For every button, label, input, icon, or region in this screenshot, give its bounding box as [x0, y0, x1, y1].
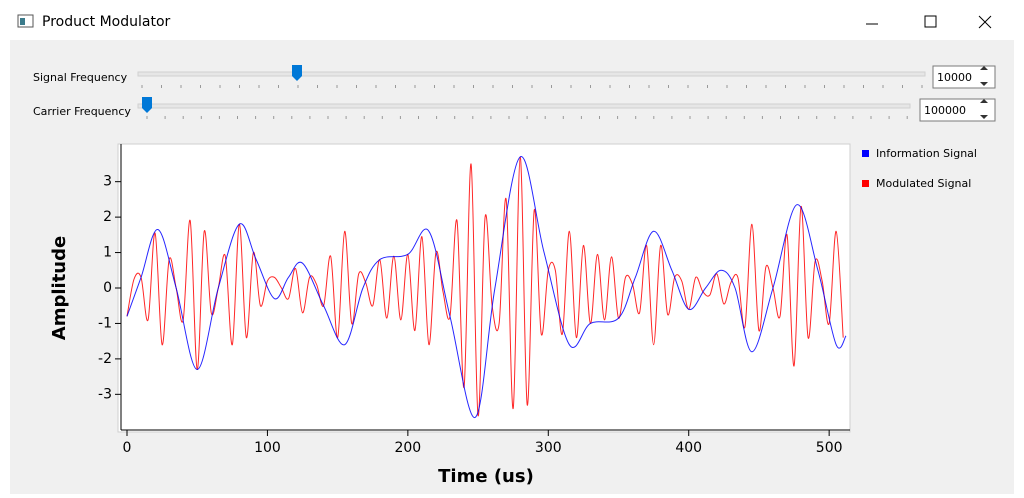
- y-tick-label: 2: [103, 209, 112, 225]
- spinbox[interactable]: [919, 98, 996, 122]
- series-line: [126, 156, 844, 417]
- slider-tick-marks: [141, 85, 923, 119]
- slider-track[interactable]: [137, 71, 926, 77]
- app-icon: [17, 14, 34, 28]
- control-label: Signal Frequency: [33, 71, 128, 84]
- x-axis-label: Time (us): [438, 466, 534, 487]
- y-axis-label: Amplitude: [49, 236, 70, 340]
- spinbox-value: 10000: [937, 71, 972, 84]
- window-title: Product Modulator: [42, 14, 171, 30]
- y-tick-label: 3: [103, 174, 112, 190]
- close-button[interactable]: [978, 15, 992, 29]
- plot-area: [117, 143, 851, 433]
- y-tick-label: -3: [98, 386, 112, 402]
- y-tick-label: 1: [103, 245, 112, 261]
- maximize-button[interactable]: [924, 15, 937, 28]
- x-tick-label: 100: [254, 440, 281, 456]
- x-tick-label: 0: [123, 440, 132, 456]
- legend-label: Modulated Signal: [876, 177, 971, 190]
- spinbox[interactable]: [932, 65, 996, 89]
- x-tick-label: 200: [394, 440, 421, 456]
- spinbox-value: 100000: [924, 104, 966, 117]
- spin-arrows[interactable]: [980, 99, 988, 119]
- spin-arrows[interactable]: [980, 66, 988, 86]
- x-tick-label: 500: [816, 440, 843, 456]
- y-tick-label: -1: [98, 315, 112, 331]
- legend-label: Information Signal: [876, 147, 977, 160]
- legend-swatch: [862, 150, 869, 157]
- slider-handle[interactable]: [142, 97, 152, 113]
- slider-ticks: [141, 85, 923, 119]
- legend-swatch: [862, 180, 869, 187]
- slider-handle[interactable]: [292, 65, 302, 81]
- x-tick-label: 400: [675, 440, 702, 456]
- slider-track[interactable]: [137, 103, 911, 109]
- x-tick-label: 300: [535, 440, 562, 456]
- y-tick-label: -2: [98, 351, 112, 367]
- y-tick-label: 0: [103, 280, 112, 296]
- control-label: Carrier Frequency: [33, 105, 131, 118]
- series-line: [126, 156, 847, 418]
